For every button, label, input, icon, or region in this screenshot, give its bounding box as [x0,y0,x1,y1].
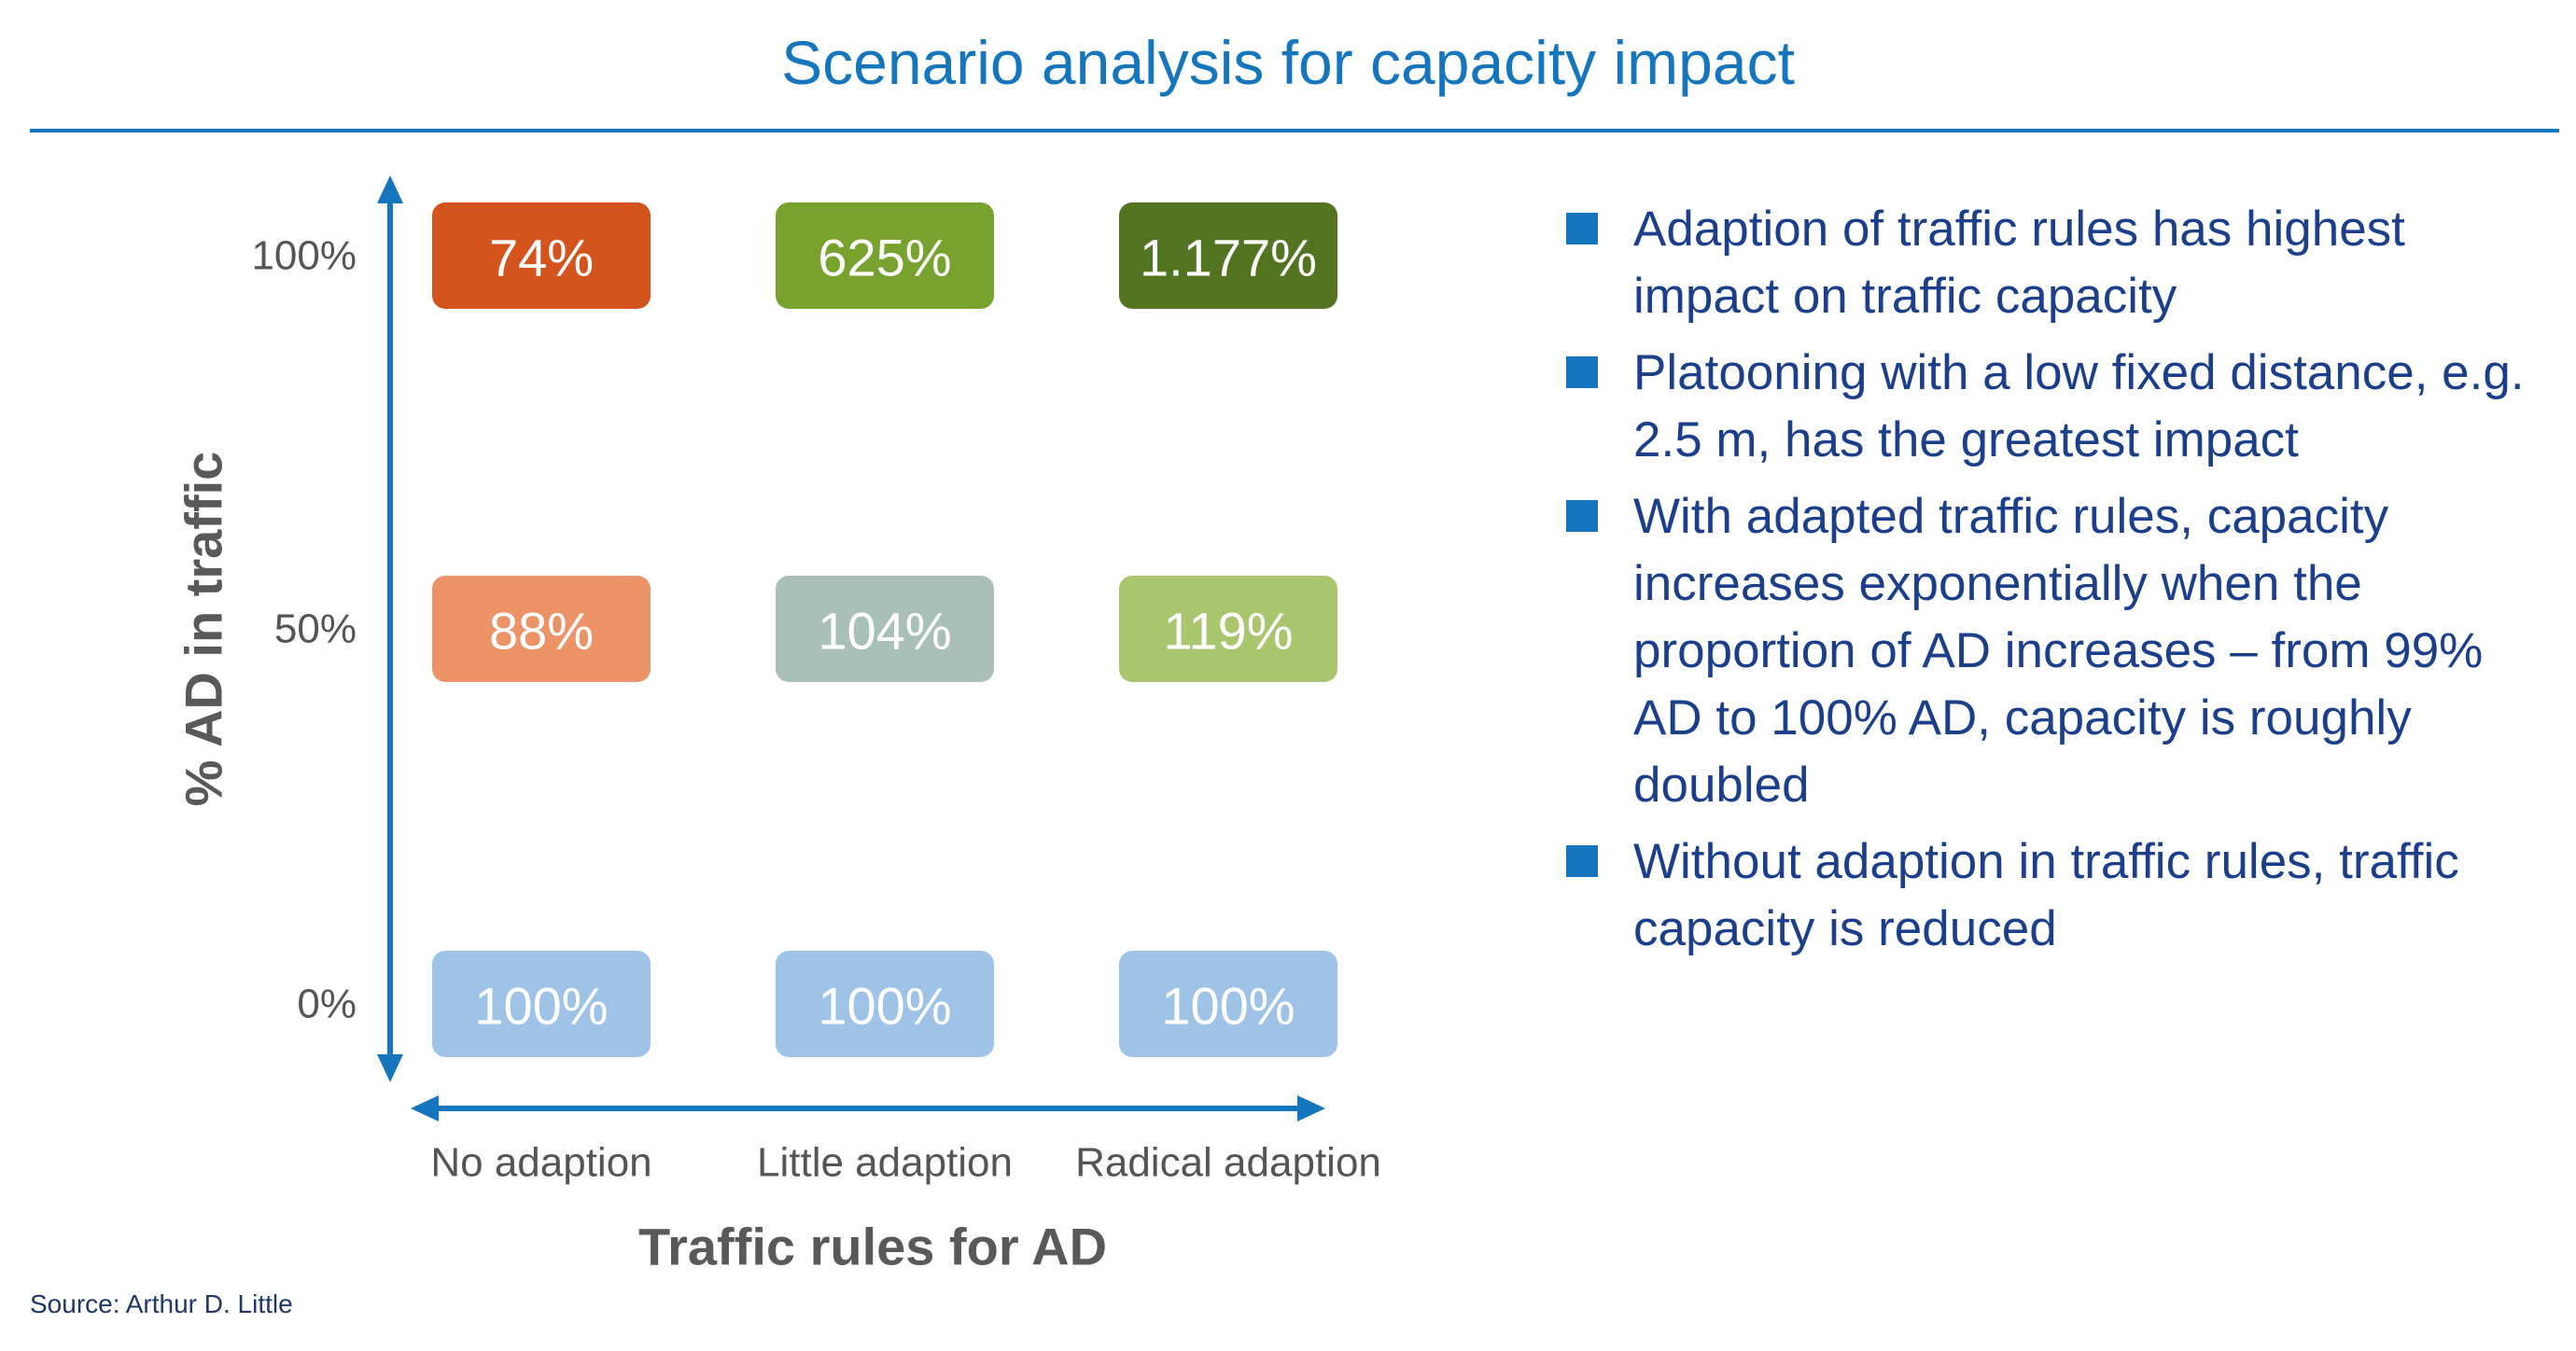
matrix-cell [776,202,994,309]
cell-value-label: 100% [818,977,951,1036]
y-tick-label: 100% [251,233,357,279]
matrix-cell [432,202,651,309]
cell-value-label: 104% [818,602,951,661]
key-findings-list: Adaption of traffic rules has highest im… [1559,196,2548,972]
matrix-cell [1119,951,1337,1057]
bullet-square-icon [1566,356,1598,388]
matrix-cell [1119,576,1337,682]
x-tick-label: Radical adaption [1075,1140,1381,1186]
title-divider [30,129,2559,132]
matrix-cell [432,951,651,1057]
bullet-text: Without adaption in traffic rules, traff… [1633,834,2459,956]
bullet-square-icon [1566,845,1598,877]
bullet-text: With adapted traffic rules, capacity inc… [1633,489,2484,813]
matrix-cell [776,951,994,1057]
y-tick-label: 50% [274,606,357,652]
cell-value-label: 88% [489,602,594,661]
bullet-item: Without adaption in traffic rules, traff… [1559,829,2548,963]
bullet-item: Platooning with a low fixed distance, e.… [1559,340,2548,474]
bullet-text: Platooning with a low fixed distance, e.… [1633,345,2525,467]
bullet-square-icon [1566,213,1598,244]
bullet-text: Adaption of traffic rules has highest im… [1633,202,2405,324]
bullet-item: Adaption of traffic rules has highest im… [1559,196,2548,330]
y-axis-title: % AD in traffic [175,452,233,807]
matrix-cell [1119,202,1337,309]
bullet-item: With adapted traffic rules, capacity inc… [1559,483,2548,819]
cell-value-label: 100% [474,977,608,1036]
matrix-cell [776,576,994,682]
x-tick-label: No adaption [430,1140,651,1186]
x-axis-title: Traffic rules for AD [638,1218,1107,1276]
matrix-cell [432,576,651,682]
y-tick-label: 0% [297,982,357,1027]
cell-value-label: 100% [1161,977,1295,1036]
bullet-square-icon [1566,500,1598,532]
y-axis-arrow-down-icon [377,1054,403,1082]
cell-value-label: 625% [818,229,951,287]
page-title: Scenario analysis for capacity impact [781,28,1795,97]
cell-value-label: 1.177% [1140,229,1317,287]
x-axis-arrow-right-icon [1297,1095,1325,1121]
cell-value-label: 74% [489,229,594,287]
y-axis-arrow-up-icon [377,175,403,203]
source-note: Source: Arthur D. Little [30,1289,293,1318]
x-tick-label: Little adaption [757,1140,1013,1186]
x-axis-arrow-left-icon [411,1095,439,1121]
scenario-matrix-chart: 74% 625% 1.177% 88% 104% 119% 100% 100% 100% 100%… [175,175,1381,1276]
cell-value-label: 119% [1163,602,1293,661]
